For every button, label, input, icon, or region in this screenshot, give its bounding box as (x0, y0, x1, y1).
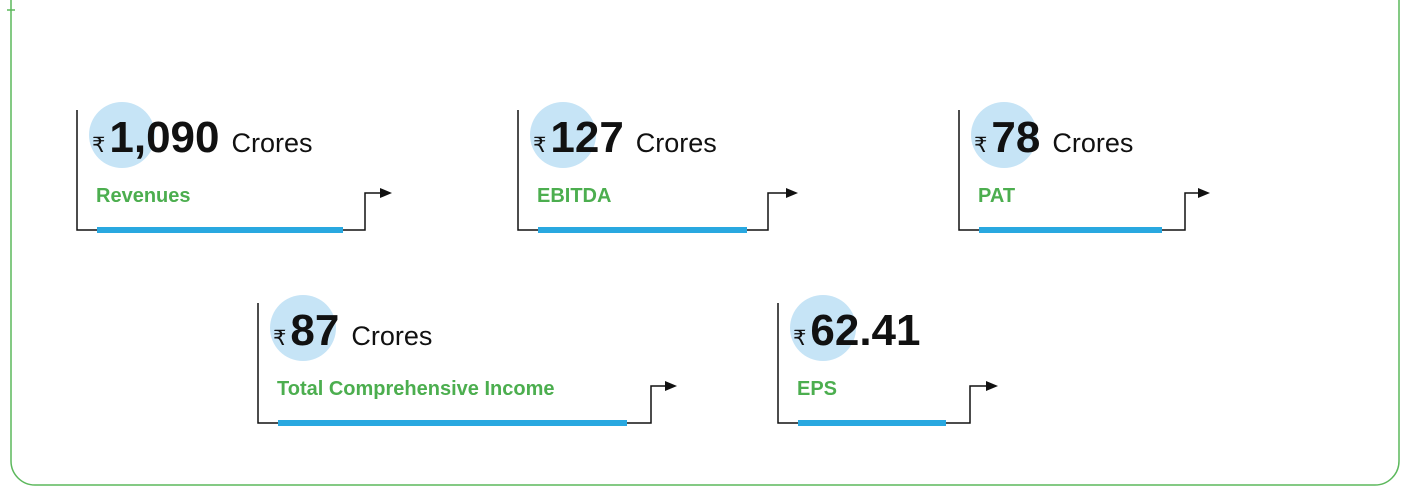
badge-circle (790, 295, 856, 361)
underline-bar (278, 420, 627, 426)
badge-circle (89, 102, 155, 168)
badge-circle (971, 102, 1037, 168)
metric: ₹78 Crores (974, 113, 1133, 162)
bracket (257, 303, 667, 424)
bracket (777, 303, 988, 424)
unit: Crores (351, 321, 432, 351)
unit: Crores (636, 128, 717, 158)
badge-circle (530, 102, 596, 168)
metric-label: EBITDA (537, 185, 611, 207)
underline-bar (798, 420, 946, 426)
metric: ₹1,090 Crores (92, 113, 313, 162)
unit: Crores (1052, 128, 1133, 158)
metric-label: PAT (978, 185, 1015, 207)
arrowhead (986, 381, 998, 391)
arrowhead (665, 381, 677, 391)
highlight-card: ₹1,090 Crores Revenues (76, 102, 392, 233)
arrowhead (1198, 188, 1210, 198)
value: 87 (290, 306, 339, 355)
metric-label: EPS (797, 378, 837, 400)
underline-bar (979, 227, 1162, 233)
badge-circle (270, 295, 336, 361)
bracket (517, 110, 788, 231)
currency: ₹ (273, 327, 286, 350)
bracket (958, 110, 1200, 231)
frame (10, 0, 1400, 486)
currency: ₹ (533, 134, 546, 157)
arrowhead (786, 188, 798, 198)
currency: ₹ (793, 327, 806, 350)
highlight-card: ₹78 Crores PAT (958, 102, 1210, 233)
metric: ₹127 Crores (533, 113, 717, 162)
highlight-card: ₹87 Crores Total Comprehensive Income (257, 295, 677, 426)
unit: Crores (231, 128, 312, 158)
currency: ₹ (92, 134, 105, 157)
metric: ₹62.41 (793, 306, 920, 355)
value: 1,090 (109, 113, 219, 162)
underline-bar (97, 227, 343, 233)
metric-label: Revenues (96, 185, 191, 207)
highlight-card: ₹62.41 EPS (777, 295, 998, 426)
value: 127 (550, 113, 623, 162)
value: 62.41 (810, 306, 920, 355)
arrowhead (380, 188, 392, 198)
metric: ₹87 Crores (273, 306, 432, 355)
bracket (76, 110, 382, 231)
underline-bar (538, 227, 747, 233)
value: 78 (991, 113, 1040, 162)
metric-label: Total Comprehensive Income (277, 378, 554, 400)
highlight-card: ₹127 Crores EBITDA (517, 102, 798, 233)
currency: ₹ (974, 134, 987, 157)
